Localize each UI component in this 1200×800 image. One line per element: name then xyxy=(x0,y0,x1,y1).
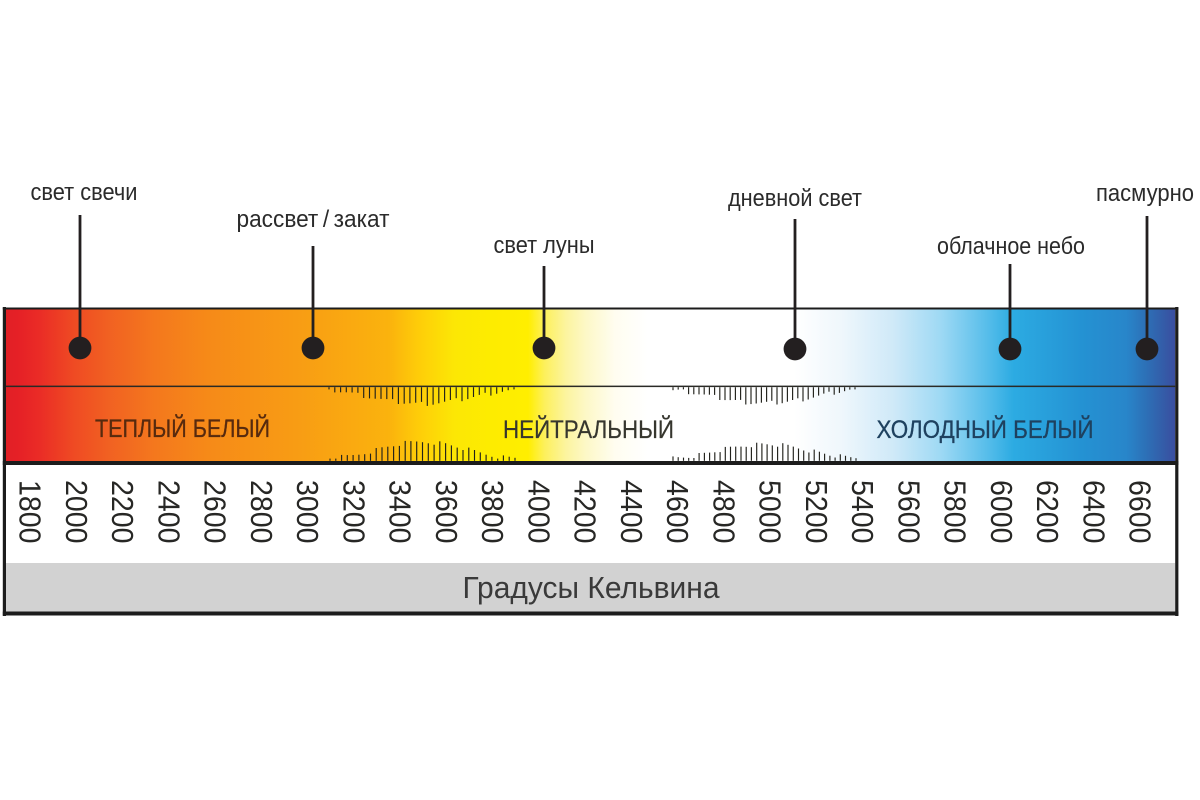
svg-text:6400: 6400 xyxy=(1076,480,1111,544)
svg-text:3000: 3000 xyxy=(290,480,325,544)
svg-text:5200: 5200 xyxy=(799,480,834,544)
svg-text:3400: 3400 xyxy=(383,480,418,544)
svg-text:ТЕПЛЫЙ БЕЛЫЙ: ТЕПЛЫЙ БЕЛЫЙ xyxy=(95,413,270,443)
svg-text:ХОЛОДНЫЙ БЕЛЫЙ: ХОЛОДНЫЙ БЕЛЫЙ xyxy=(877,414,1094,444)
svg-text:3200: 3200 xyxy=(336,480,371,544)
svg-text:4000: 4000 xyxy=(521,480,556,544)
svg-text:6200: 6200 xyxy=(1030,480,1065,544)
svg-text:4200: 4200 xyxy=(568,480,603,544)
svg-text:свет свечи: свет свечи xyxy=(31,179,138,206)
svg-text:2000: 2000 xyxy=(59,480,94,544)
svg-text:рассвет / закат: рассвет / закат xyxy=(237,206,390,233)
svg-text:дневной свет: дневной свет xyxy=(728,185,862,212)
svg-text:4600: 4600 xyxy=(660,480,695,544)
svg-text:4400: 4400 xyxy=(614,480,649,544)
svg-text:4800: 4800 xyxy=(706,480,741,544)
svg-text:5600: 5600 xyxy=(891,480,926,544)
svg-text:3800: 3800 xyxy=(475,480,510,544)
svg-text:2800: 2800 xyxy=(244,480,279,544)
svg-text:свет луны: свет луны xyxy=(494,232,595,259)
svg-text:6000: 6000 xyxy=(984,480,1019,544)
svg-text:облачное небо: облачное небо xyxy=(937,233,1085,260)
svg-text:3600: 3600 xyxy=(429,480,464,544)
svg-text:пасмурно: пасмурно xyxy=(1096,180,1194,207)
svg-text:1800: 1800 xyxy=(13,480,48,544)
svg-text:НЕЙТРАЛЬНЫЙ: НЕЙТРАЛЬНЫЙ xyxy=(503,414,674,444)
svg-text:6600: 6600 xyxy=(1123,480,1158,544)
svg-text:5000: 5000 xyxy=(753,480,788,544)
svg-text:5800: 5800 xyxy=(938,480,973,544)
svg-text:5400: 5400 xyxy=(845,480,880,544)
svg-text:2400: 2400 xyxy=(151,480,186,544)
svg-text:2600: 2600 xyxy=(198,480,233,544)
svg-text:Градусы Кельвина: Градусы Кельвина xyxy=(463,570,721,605)
svg-text:2200: 2200 xyxy=(105,480,140,544)
